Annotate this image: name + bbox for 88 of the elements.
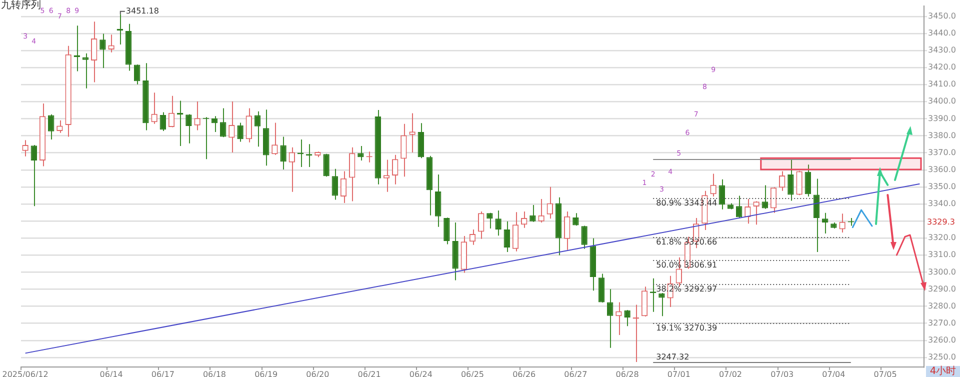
candlestick bbox=[478, 210, 484, 240]
y-tick-label: 3340.0 bbox=[928, 199, 956, 208]
y-tick-label: 3390.0 bbox=[928, 114, 956, 123]
candlestick bbox=[30, 144, 37, 207]
candlestick bbox=[538, 198, 544, 224]
y-tick-label: 3300.0 bbox=[928, 267, 956, 276]
y-tick-label: 3350.0 bbox=[928, 182, 956, 191]
candlestick bbox=[444, 217, 450, 245]
y-tick-label: 3280.0 bbox=[928, 301, 956, 310]
candlestick bbox=[616, 302, 622, 336]
candlestick bbox=[323, 153, 330, 178]
y-tick-label: 3370.0 bbox=[928, 148, 956, 157]
y-tick-label: 3440.0 bbox=[928, 28, 956, 38]
candlestick bbox=[530, 204, 536, 222]
y-tick-label: 3290.0 bbox=[928, 284, 956, 294]
candlestick bbox=[546, 186, 553, 220]
y-tick-label: 3410.0 bbox=[928, 80, 956, 89]
ref-line-label: 3247.32 bbox=[656, 352, 690, 362]
candlestick bbox=[581, 225, 588, 250]
candlestick bbox=[228, 100, 235, 153]
candlestick bbox=[418, 122, 424, 159]
candlestick bbox=[237, 122, 244, 142]
candlestick bbox=[409, 112, 416, 153]
candlestick bbox=[194, 100, 200, 131]
text: 4小时 bbox=[926, 366, 960, 377]
y-tick-label: 3320.0 bbox=[928, 233, 956, 242]
y-tick-label: 3360.0 bbox=[928, 164, 956, 174]
ref-line-label: 19.1% 3270.39 bbox=[656, 324, 718, 333]
candlestick bbox=[839, 213, 846, 233]
candlestick bbox=[246, 108, 252, 143]
candlestick bbox=[495, 210, 502, 236]
y-tick-label: 3420.0 bbox=[928, 62, 956, 72]
candlestick bbox=[400, 123, 407, 178]
candlestick bbox=[486, 212, 493, 230]
candlestick bbox=[779, 170, 786, 192]
candlestick bbox=[607, 288, 614, 348]
candlestick bbox=[160, 112, 166, 132]
y-tick-label: 3430.0 bbox=[928, 46, 956, 55]
candlestick bbox=[753, 200, 760, 226]
candlestick bbox=[624, 310, 630, 327]
candlestick bbox=[504, 220, 510, 253]
candlestick bbox=[822, 212, 828, 234]
candlestick bbox=[332, 168, 338, 200]
candlestick bbox=[736, 195, 742, 218]
candlestick bbox=[392, 154, 398, 185]
candlestick bbox=[572, 212, 579, 226]
y-tick-label: 3270.0 bbox=[928, 318, 956, 328]
y-tick-label: 3260.0 bbox=[928, 335, 956, 344]
candlestick bbox=[762, 184, 768, 210]
candlestick bbox=[280, 136, 286, 170]
candlestick bbox=[211, 116, 218, 132]
candlestick bbox=[254, 110, 261, 148]
y-tick-label: 3400.0 bbox=[928, 96, 956, 106]
candlestick bbox=[564, 210, 570, 250]
candlestick bbox=[186, 114, 192, 144]
candlestick bbox=[641, 286, 648, 318]
y-tick-label: 3450.0 bbox=[928, 11, 956, 20]
candlestick bbox=[91, 21, 98, 83]
candlestick bbox=[710, 173, 716, 197]
y-tick-label: 3250.0 bbox=[928, 352, 956, 362]
candlestick bbox=[804, 164, 811, 197]
candlestick bbox=[168, 95, 175, 128]
candlestick bbox=[435, 174, 442, 228]
candlestick bbox=[220, 108, 226, 138]
candlestick bbox=[744, 198, 751, 224]
y-tick-label: 3380.0 bbox=[928, 130, 956, 140]
annotation: 3451.18 bbox=[126, 6, 159, 16]
candlestick bbox=[48, 114, 54, 140]
candlestick bbox=[340, 170, 347, 204]
candlestick bbox=[272, 122, 278, 156]
text: 3329.3 bbox=[927, 217, 955, 226]
candlestick bbox=[134, 64, 140, 85]
candlestick bbox=[512, 212, 519, 252]
candlestick bbox=[22, 140, 28, 157]
candlestick bbox=[718, 178, 725, 210]
candlestick bbox=[770, 186, 777, 214]
candlestick bbox=[100, 33, 106, 69]
candlestick bbox=[658, 292, 665, 317]
candlestick bbox=[56, 120, 63, 134]
candlestick bbox=[788, 158, 794, 202]
y-tick-label: 3310.0 bbox=[928, 250, 956, 260]
candlestick bbox=[288, 146, 295, 192]
candlestick bbox=[598, 273, 605, 304]
candlestick bbox=[383, 159, 390, 192]
candlestick bbox=[358, 145, 364, 161]
candlestick bbox=[349, 146, 356, 202]
candlestick bbox=[151, 92, 158, 124]
candlestick bbox=[108, 34, 114, 53]
